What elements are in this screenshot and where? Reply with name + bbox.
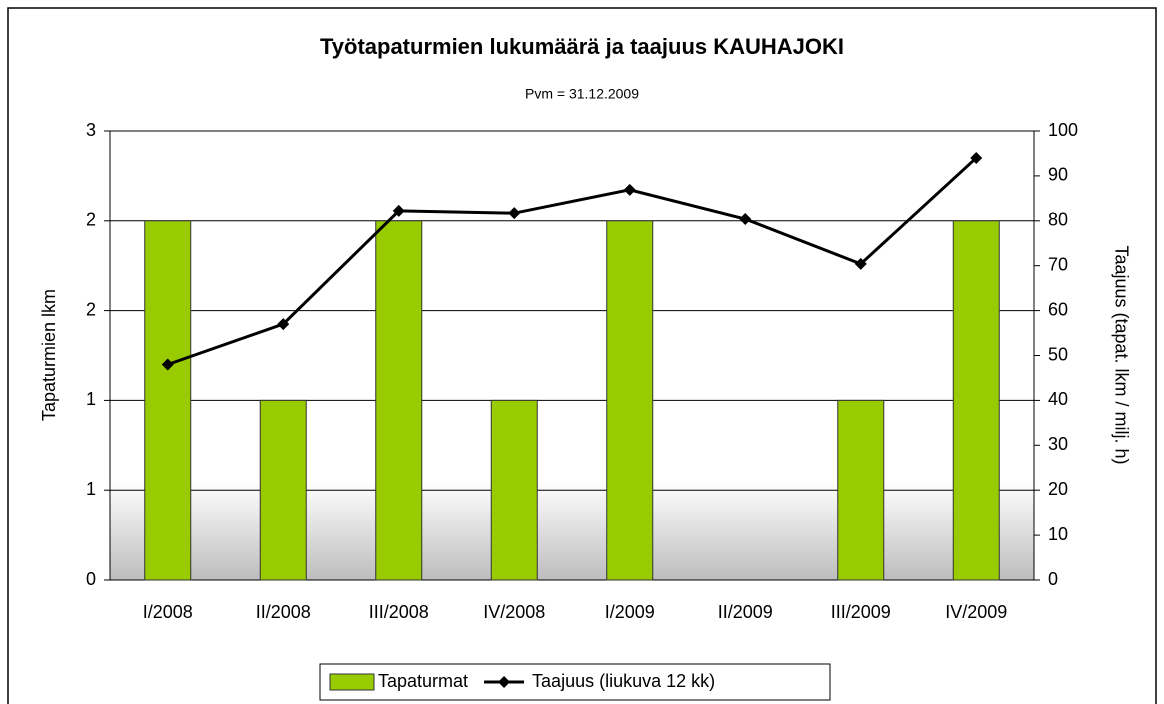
y2-tick-label: 100 [1048, 120, 1078, 140]
marker [277, 318, 290, 331]
marker [854, 257, 867, 270]
y2-tick-label: 40 [1048, 389, 1068, 409]
line [167, 156, 978, 366]
y-tick-label: 0 [86, 569, 96, 589]
legend-swatch [329, 673, 375, 691]
y-tick-label: 1 [86, 389, 96, 409]
x-tick-label: II/2008 [256, 602, 311, 622]
y-tick-label: 2 [86, 210, 96, 230]
chart-subtitle: Pvm = 31.12.2009 [525, 86, 639, 102]
legend-label: Taajuus (liukuva 12 kk) [532, 671, 715, 691]
plot-area [110, 131, 1034, 580]
x-tick-label: I/2008 [143, 602, 193, 622]
marker [739, 213, 752, 226]
marker [970, 151, 983, 164]
chart-title: Työtapaturmien lukumäärä ja taajuus KAUH… [320, 34, 844, 59]
marker [161, 358, 174, 371]
y2-tick-label: 0 [1048, 569, 1058, 589]
y2-tick-label: 10 [1048, 524, 1068, 544]
bar [375, 220, 423, 581]
y-tick-label: 3 [86, 120, 96, 140]
x-tick-label: II/2009 [718, 602, 773, 622]
y2-tick-label: 60 [1048, 299, 1068, 319]
y-tick-label: 1 [86, 479, 96, 499]
bar [259, 399, 307, 581]
marker [623, 183, 636, 196]
bar [144, 220, 192, 581]
legend-marker [498, 676, 511, 688]
bar [490, 399, 538, 581]
legend-label: Tapaturmat [378, 671, 468, 691]
x-tick-label: III/2009 [831, 602, 891, 622]
marker [392, 204, 405, 217]
x-tick-label: IV/2009 [945, 602, 1007, 622]
y2-axis-title: Taajuus (tapat. lkm / milj. h) [1111, 245, 1131, 464]
bar [837, 399, 885, 581]
y2-tick-label: 80 [1048, 210, 1068, 230]
y2-tick-label: 30 [1048, 434, 1068, 454]
y-axis-title: Tapaturmien lkm [39, 289, 59, 421]
legend-box [319, 663, 831, 701]
y2-tick-label: 20 [1048, 479, 1068, 499]
y2-tick-label: 50 [1048, 344, 1068, 364]
y2-tick-label: 90 [1048, 165, 1068, 185]
x-tick-label: I/2009 [605, 602, 655, 622]
y2-tick-label: 70 [1048, 254, 1068, 274]
bar [606, 220, 654, 581]
y-tick-label: 2 [86, 299, 96, 319]
x-tick-label: IV/2008 [483, 602, 545, 622]
marker [508, 207, 521, 220]
bar [952, 220, 1000, 581]
x-tick-label: III/2008 [369, 602, 429, 622]
